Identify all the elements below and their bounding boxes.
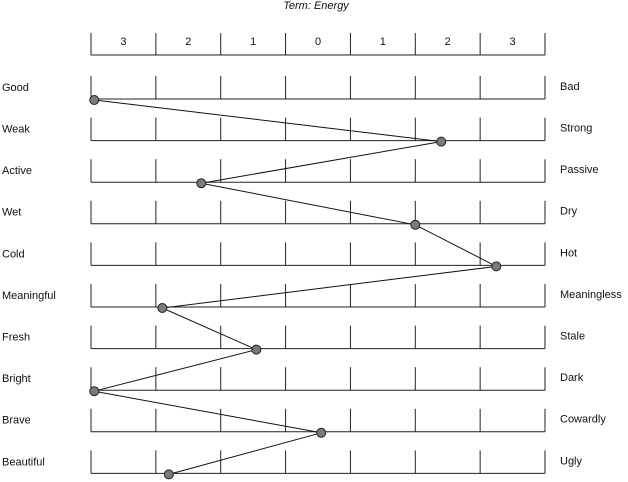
right-label: Passive [560, 164, 599, 176]
left-label: Active [2, 165, 32, 177]
right-label: Bad [560, 81, 580, 93]
data-point [163, 469, 174, 480]
data-point [410, 219, 421, 230]
left-label: Brave [2, 415, 31, 427]
data-point [491, 261, 502, 272]
profile-line [94, 99, 499, 475]
right-label: Dry [560, 206, 578, 218]
left-label: Cold [2, 248, 25, 260]
data-point [89, 95, 100, 105]
x-tick-label: 2 [185, 36, 191, 48]
x-tick-label: 1 [250, 36, 256, 48]
right-label: Meaningless [560, 289, 622, 301]
left-label: Wet [2, 207, 21, 219]
data-point [157, 303, 168, 313]
x-tick-label: 1 [380, 36, 386, 48]
data-point [196, 178, 207, 189]
right-label: Hot [560, 247, 577, 259]
left-label: Beautiful [2, 456, 45, 468]
data-point [251, 344, 262, 355]
right-label: Cowardly [560, 414, 606, 426]
right-label: Dark [560, 372, 584, 384]
left-label: Fresh [2, 332, 30, 344]
chart-title: Term: Energy [283, 0, 350, 12]
left-label: Weak [2, 124, 30, 136]
data-point [436, 136, 447, 147]
left-label: Good [2, 82, 29, 94]
x-tick-label: 0 [315, 36, 321, 48]
data-point [89, 386, 100, 397]
left-label: Bright [2, 373, 31, 385]
data-point [316, 427, 327, 438]
right-label: Strong [560, 123, 592, 135]
x-tick-label: 3 [510, 36, 516, 48]
x-tick-label: 3 [120, 36, 126, 48]
right-label: Ugly [560, 455, 583, 467]
x-tick-label: 2 [445, 36, 451, 48]
right-label: Stale [560, 331, 585, 343]
left-label: Meaningful [2, 290, 56, 302]
